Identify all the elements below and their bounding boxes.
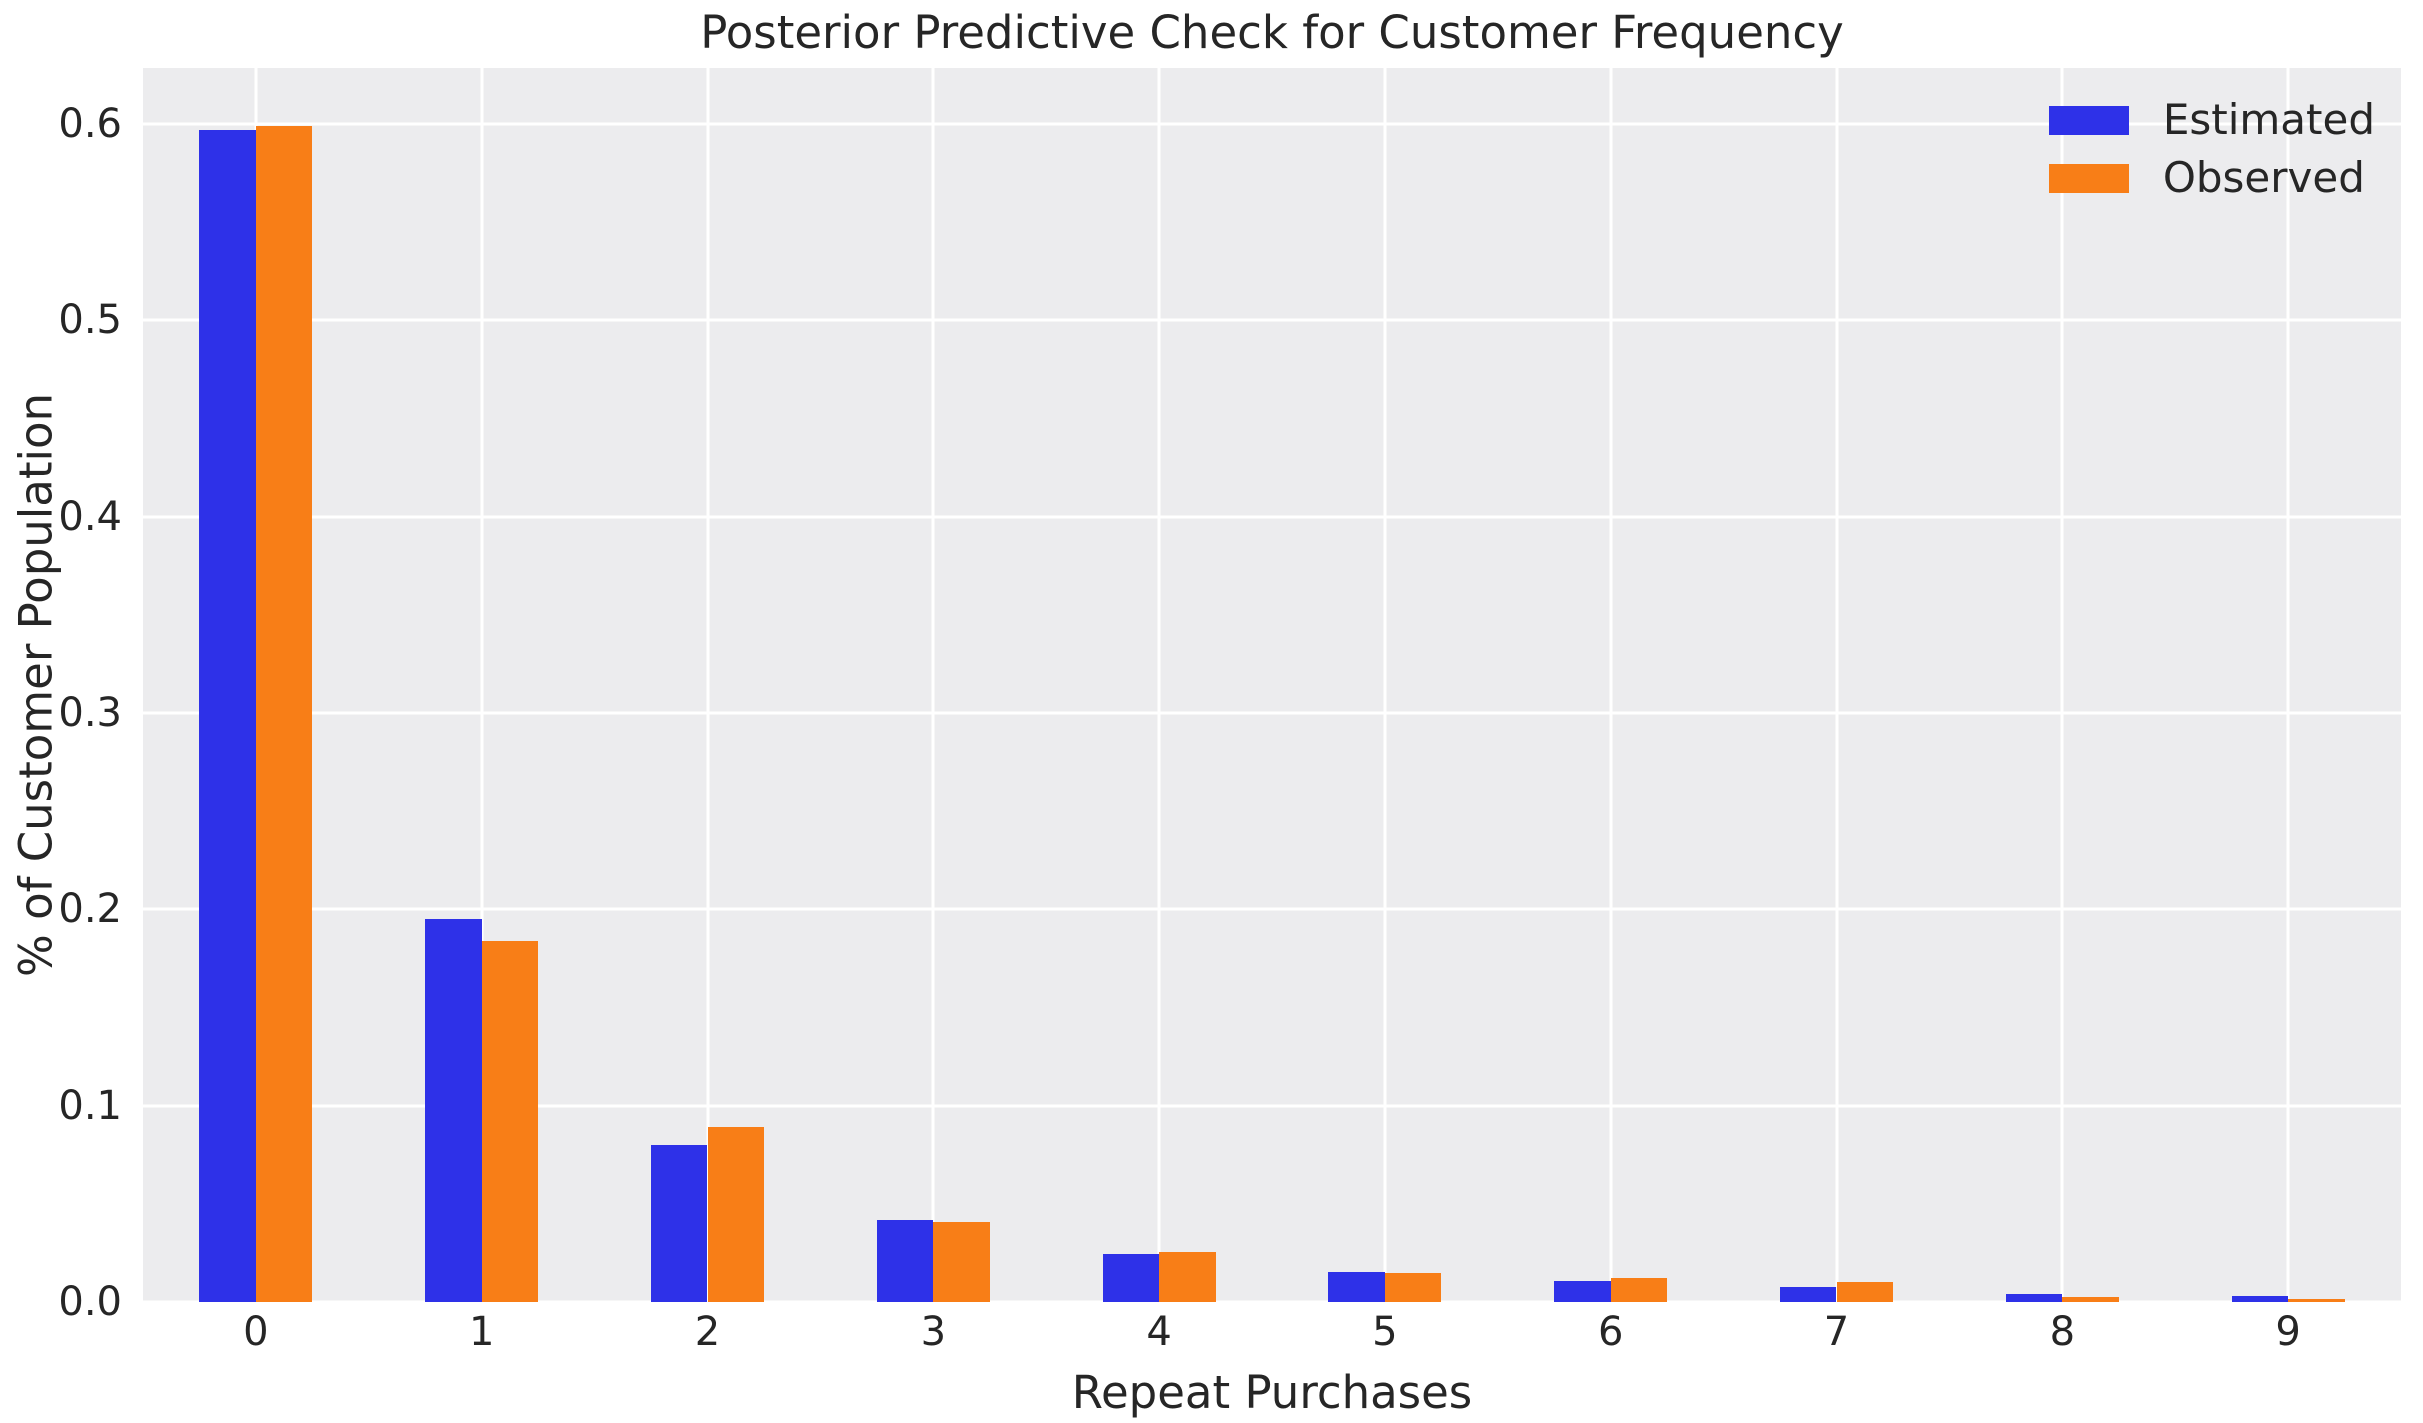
gridline-y-0.5 — [143, 318, 2401, 322]
gridline-x-8 — [2060, 68, 2064, 1302]
x-tick-label: 4 — [1146, 1309, 1172, 1355]
x-tick-label: 3 — [920, 1309, 947, 1355]
bar-estimated-x1 — [425, 919, 482, 1302]
legend-label: Estimated — [2162, 95, 2375, 144]
plot-area — [143, 68, 2401, 1302]
bar-observed-x6 — [1610, 1278, 1668, 1302]
x-tick-label: 6 — [1597, 1309, 1624, 1355]
x-tick-label: 0 — [243, 1309, 269, 1355]
bar-estimated-x6 — [1554, 1281, 1611, 1302]
bar-observed-x9 — [2288, 1299, 2345, 1302]
x-tick-label: 1 — [468, 1309, 495, 1355]
y-tick-label: 0.3 — [58, 690, 122, 737]
x-tick-labels: 0 1 2 3 4 5 6 7 8 9 — [143, 1312, 2401, 1362]
legend-item-observed: Observed — [2048, 153, 2375, 203]
bar-estimated-x5 — [1328, 1271, 1385, 1302]
legend-label: Observed — [2162, 153, 2365, 202]
bar-observed-x2 — [707, 1127, 764, 1302]
y-tick-label: 0.6 — [58, 101, 122, 148]
gridline-x-1 — [480, 68, 484, 1302]
bar-estimated-x9 — [2231, 1296, 2289, 1302]
bar-observed-x5 — [1384, 1272, 1442, 1302]
y-tick-labels: 0.0 0.1 0.2 0.3 0.4 0.5 0.6 — [0, 68, 122, 1322]
y-tick-label: 0.1 — [58, 1082, 122, 1129]
gridline-y-0.3 — [143, 711, 2401, 715]
bar-estimated-x2 — [651, 1144, 708, 1302]
x-tick-label: 7 — [1823, 1309, 1850, 1355]
y-tick-label: 0.5 — [58, 297, 122, 344]
legend: Estimated Observed — [2048, 95, 2375, 203]
bar-observed-x1 — [481, 940, 539, 1302]
x-tick-label: 8 — [2049, 1309, 2076, 1355]
observed-swatch-icon — [2048, 163, 2129, 193]
gridline-x-2 — [706, 68, 709, 1302]
gridline-x-6 — [1609, 68, 1613, 1302]
gridline-x-4 — [1157, 68, 1161, 1302]
estimated-swatch-icon — [2048, 105, 2129, 135]
gridline-y-0.2 — [143, 907, 2401, 911]
x-tick-label: 2 — [694, 1309, 721, 1355]
gridline-y-0.6 — [143, 122, 2401, 126]
chart-title: Posterior Predictive Check for Customer … — [700, 6, 1844, 59]
gridline-x-7 — [1835, 68, 1838, 1302]
bar-estimated-x3 — [876, 1219, 934, 1302]
gridline-x-5 — [1383, 68, 1387, 1302]
bar-observed-x0 — [255, 126, 313, 1302]
bar-observed-x7 — [1836, 1282, 1893, 1302]
x-tick-label: 5 — [1372, 1309, 1398, 1355]
y-tick-label: 0.2 — [58, 886, 122, 933]
gridline-x-9 — [2286, 68, 2290, 1302]
bar-observed-x4 — [1159, 1251, 1216, 1302]
x-axis-label: Repeat Purchases — [1071, 1366, 1473, 1419]
bar-estimated-x0 — [199, 130, 256, 1302]
bar-estimated-x4 — [1102, 1253, 1160, 1302]
gridline-y-0.1 — [143, 1104, 2401, 1108]
bar-estimated-x8 — [2005, 1294, 2063, 1302]
bar-observed-x8 — [2062, 1297, 2119, 1302]
legend-item-estimated: Estimated — [2048, 95, 2375, 145]
bar-observed-x3 — [933, 1221, 990, 1302]
y-tick-label: 0.4 — [58, 493, 122, 540]
x-tick-label: 9 — [2275, 1309, 2301, 1355]
gridline-x-3 — [931, 68, 935, 1302]
y-tick-label: 0.0 — [58, 1279, 122, 1325]
gridline-y-0.4 — [143, 515, 2401, 519]
bar-estimated-x7 — [1780, 1287, 1837, 1302]
gridline-y-0.0 — [143, 1300, 2401, 1302]
